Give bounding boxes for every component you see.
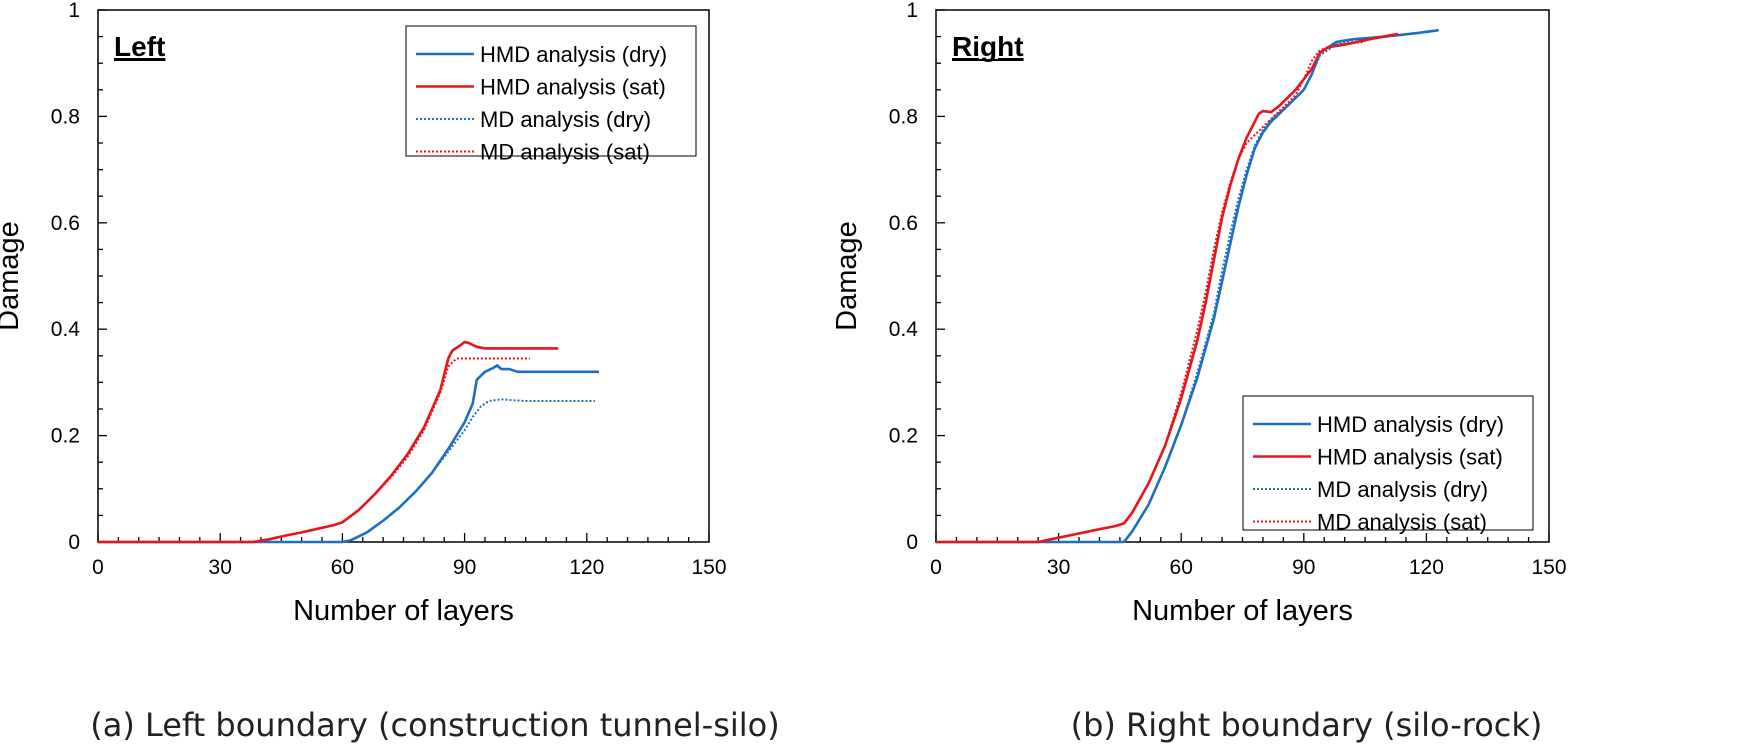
x-tick-label: 30 [209, 556, 232, 579]
panel-tag: Right [952, 31, 1024, 62]
legend-label: MD analysis (sat) [480, 140, 650, 165]
x-tick-label: 120 [1409, 556, 1444, 579]
y-tick-label: 0 [68, 531, 80, 554]
legend-label: MD analysis (sat) [1317, 510, 1487, 535]
x-axis-label: Number of layers [1132, 595, 1353, 627]
y-tick-label: 0.2 [889, 425, 918, 448]
x-tick-label: 0 [92, 556, 104, 579]
legend-box [405, 25, 697, 157]
x-tick-label: 150 [1531, 556, 1566, 579]
chart-right: 0 30 60 90 120 150 0 0.2 0.4 0.6 0.8 1 Number of lay… [831, 0, 1567, 627]
legend-label: MD analysis (dry) [1317, 477, 1488, 502]
y-axis-label: Damage [0, 221, 25, 331]
legend-label: MD analysis (dry) [480, 107, 651, 132]
series-line-hmd-analysis-dry [936, 28, 1439, 544]
caption-right: (b) Right boundary (silo-rock) [1070, 706, 1543, 744]
y-tick-label: 0.8 [51, 105, 80, 128]
legend-label: HMD analysis (dry) [1317, 412, 1504, 437]
x-tick-label: 120 [569, 556, 604, 579]
x-tick-label: 60 [1170, 556, 1193, 579]
legend: HMD analysis (dry) HMD analysis (sat) MD a… [1242, 395, 1534, 535]
series-line-md-analysis-sat [1037, 40, 1366, 543]
y-tick-label: 0.4 [889, 318, 919, 341]
y-tick-label: 1 [906, 0, 918, 22]
legend-label: HMD analysis (sat) [480, 75, 666, 100]
chart-panel-right: 0 30 60 90 120 150 0 0.2 0.4 0.6 0.8 1 Number of lay… [831, 0, 1743, 755]
legend-label: HMD analysis (dry) [480, 42, 667, 67]
series-line-hmd-analysis-sat [98, 340, 559, 544]
series-line-hmd-analysis-dry [98, 364, 599, 544]
legend-label: HMD analysis (sat) [1317, 445, 1503, 470]
series-line-md-analysis-dry [1123, 38, 1358, 543]
legend-box [1242, 395, 1534, 531]
y-tick-label: 0.6 [51, 212, 80, 235]
chart-panel-left: 0 30 60 90 120 150 0 0.2 0.4 0.6 0.8 1 Number of lay… [0, 0, 870, 755]
y-tick-label: 1 [68, 0, 80, 22]
x-tick-label: 150 [691, 556, 726, 579]
series-line-md-analysis-dry [342, 398, 595, 543]
legend: HMD analysis (dry) HMD analysis (sat) MD a… [405, 25, 697, 165]
y-tick-label: 0 [906, 531, 918, 554]
x-tick-label: 90 [1292, 556, 1315, 579]
x-tick-label: 90 [453, 556, 476, 579]
y-tick-label: 0.8 [889, 105, 918, 128]
y-tick-label: 0.6 [889, 212, 918, 235]
x-tick-label: 60 [331, 556, 354, 579]
x-tick-label: 0 [930, 556, 942, 579]
y-tick-label: 0.4 [51, 318, 81, 341]
chart-left: 0 30 60 90 120 150 0 0.2 0.4 0.6 0.8 1 Number of lay… [0, 0, 727, 627]
y-axis-label: Damage [831, 221, 863, 331]
x-axis-label: Number of layers [293, 595, 514, 627]
panel-tag: Left [114, 31, 165, 62]
x-tick-label: 30 [1047, 556, 1070, 579]
y-tick-label: 0.2 [51, 425, 80, 448]
caption-left: (a) Left boundary (construction tunnel-s… [90, 706, 780, 744]
